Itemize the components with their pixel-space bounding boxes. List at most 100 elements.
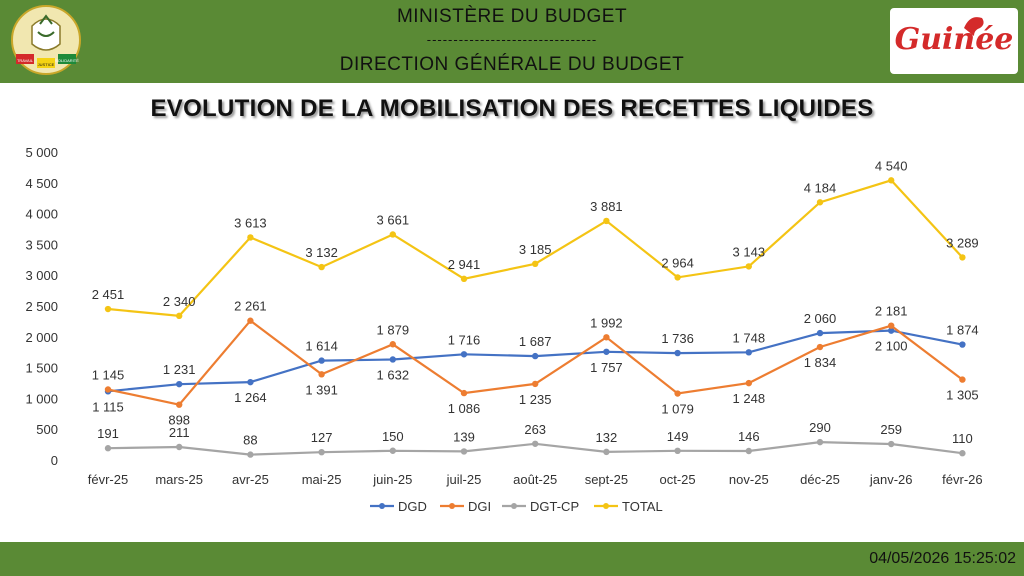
data-point [389,447,396,454]
rooster-icon [964,17,984,36]
data-label: 1 115 [92,399,124,414]
legend-label-dgd: DGD [398,499,427,514]
y-tick-label: 3 500 [25,237,58,252]
footer-bar: 04/05/2026 15:25:02 [0,542,1024,576]
data-point [104,445,112,452]
data-label: 1 145 [92,367,125,382]
y-tick-label: 5 000 [25,145,58,160]
x-tick-label: mai-25 [302,472,342,487]
data-point [532,440,539,447]
y-tick-label: 2 000 [25,330,58,345]
data-label: 2 181 [875,304,908,319]
emblem-text-travail: TRAVAIL [17,58,34,63]
data-label: 1 736 [661,331,694,346]
data-label: 1 879 [377,322,410,337]
data-point [532,260,539,268]
data-label: 1 614 [305,339,338,354]
legend-marker [449,503,455,509]
data-point [816,438,824,446]
x-tick-label: déc-25 [800,472,840,487]
data-label: 146 [738,429,760,444]
data-label: 1 391 [305,382,338,397]
data-label: 132 [596,430,618,445]
legend-marker [379,503,385,509]
legend-marker [603,503,609,509]
data-point [389,356,396,363]
data-label: 110 [952,431,973,446]
y-tick-label: 3 000 [25,268,58,283]
emblem-text-solidarite: SOLIDARITÉ [55,58,79,63]
legend-label-dgi: DGI [468,499,491,514]
logo-text: Guinée [894,22,1014,57]
data-label: 290 [809,420,831,435]
y-tick-label: 1 000 [25,391,58,406]
data-point [816,329,824,337]
header-separator: -------------------------------- [426,32,598,47]
x-tick-label: juin-25 [372,472,412,487]
y-tick-label: 4 000 [25,207,58,222]
data-label: 898 [168,413,190,428]
data-point [176,312,183,320]
legend-label-total: TOTAL [622,499,663,514]
data-point [603,217,610,225]
data-point [888,177,895,184]
data-label: 4 540 [875,158,908,173]
x-tick-label: mars-25 [155,472,203,487]
data-label: 4 184 [804,180,837,195]
data-label: 127 [311,430,333,445]
data-label: 1 248 [733,391,766,406]
data-point [745,263,752,270]
x-tick-label: sept-25 [585,472,628,487]
data-point [888,322,895,329]
data-label: 1 632 [377,367,410,382]
chart-title: EVOLUTION DE LA MOBILISATION DES RECETTE… [150,95,874,122]
data-label: 2 451 [92,287,125,302]
data-point [247,234,254,241]
data-label: 1 834 [804,355,837,370]
x-tick-label: août-25 [513,472,557,487]
data-point [959,341,966,348]
guinee-logo: Guinée [890,8,1018,74]
data-label: 2 941 [448,257,481,272]
data-label: 3 185 [519,242,552,257]
data-label: 2 340 [163,294,196,309]
data-point [959,450,966,457]
data-point [888,327,895,334]
data-point [460,351,468,358]
data-label: 150 [382,429,404,444]
data-point [460,389,468,397]
data-point [460,275,468,283]
data-point [532,352,539,360]
data-label: 88 [243,433,257,448]
data-label: 139 [453,429,475,444]
line-chart: 0 500 1 000 1 500 2 000 2 500 3 000 3 500 4 000 4… [25,145,982,514]
y-tick-label: 1 500 [25,361,58,376]
x-tick-label: janv-26 [869,472,913,487]
data-point [247,451,254,458]
data-point [104,305,112,313]
y-tick-label: 0 [51,453,58,468]
data-point [389,231,396,238]
direction-name: DIRECTION GÉNÉRALE DU BUDGET [339,54,685,75]
data-point [176,380,183,388]
data-point [389,341,396,348]
data-label: 1 687 [519,334,552,349]
data-point [318,357,325,364]
data-point [603,348,610,355]
data-point [318,448,325,456]
data-point [816,343,824,351]
data-label: 1 086 [448,401,481,416]
emblem-text-justice: JUSTICE [38,62,55,67]
data-label: 259 [880,422,902,437]
data-point [816,199,824,206]
data-label: 191 [97,426,119,441]
data-point [603,334,610,341]
data-point [532,380,539,388]
data-point [959,254,966,261]
data-label: 2 100 [875,339,908,354]
data-point [674,349,681,357]
data-point [176,401,183,408]
x-tick-label: nov-25 [729,472,769,487]
data-label: 211 [169,425,190,440]
coat-of-arms-icon: TRAVAIL JUSTICE SOLIDARITÉ [11,5,81,75]
